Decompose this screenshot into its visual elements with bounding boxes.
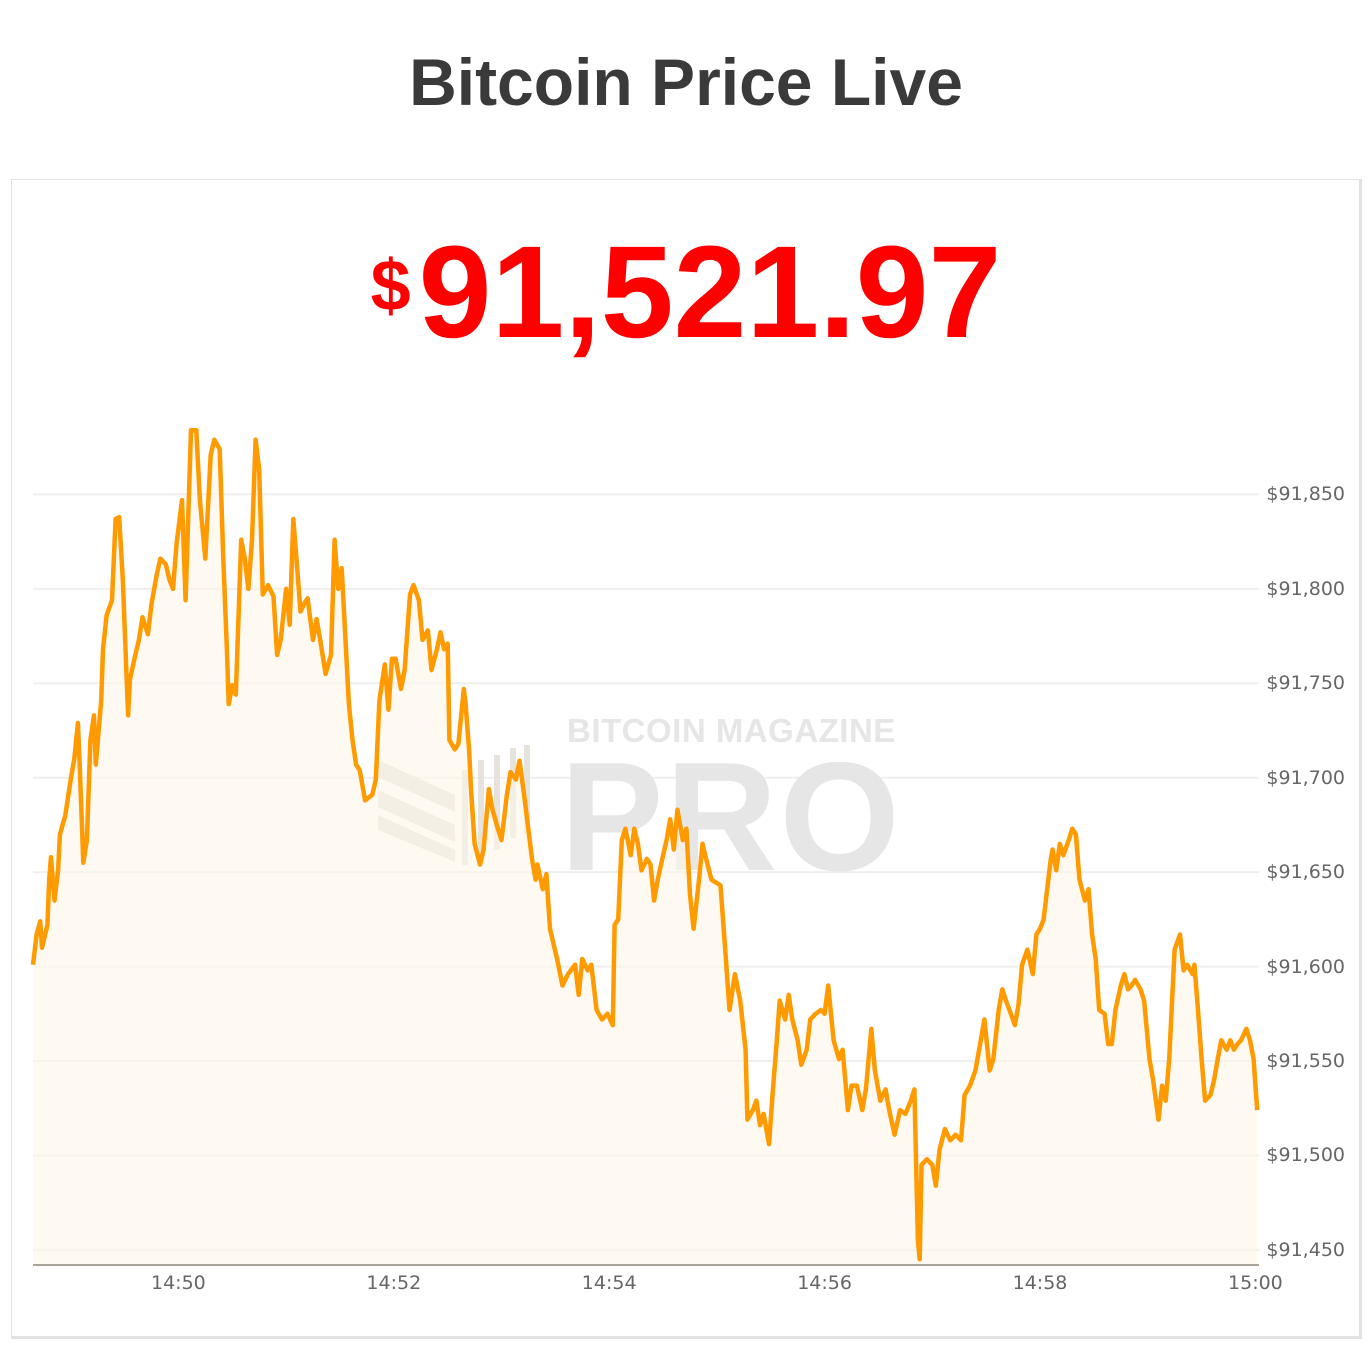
y-tick-label: $91,500 xyxy=(1266,1144,1345,1167)
y-tick-label: $91,750 xyxy=(1266,672,1345,695)
price-value: 91,521.97 xyxy=(418,218,1002,365)
page-title: Bitcoin Price Live xyxy=(409,45,963,119)
y-tick-label: $91,650 xyxy=(1266,861,1345,884)
y-tick-label: $91,800 xyxy=(1266,577,1345,600)
series-area xyxy=(33,430,1258,1265)
x-tick-label: 14:54 xyxy=(581,1272,637,1294)
current-price: $ 91,521.97 xyxy=(0,222,1372,362)
watermark-line1: BITCOIN MAGAZINE xyxy=(567,712,896,749)
y-tick-label: $91,550 xyxy=(1266,1050,1345,1073)
currency-symbol: $ xyxy=(370,246,411,326)
y-tick-label: $91,600 xyxy=(1266,955,1345,978)
x-tick-label: 15:00 xyxy=(1228,1272,1283,1294)
x-tick-label: 14:50 xyxy=(151,1272,206,1294)
watermark-line2: PRO xyxy=(560,730,902,903)
series-line xyxy=(30,427,1260,1262)
x-tick-label: 14:52 xyxy=(366,1272,422,1294)
x-tick-label: 14:56 xyxy=(797,1272,852,1294)
x-tick-label: 14:58 xyxy=(1012,1272,1068,1294)
y-tick-label: $91,450 xyxy=(1266,1238,1345,1261)
y-tick-label: $91,700 xyxy=(1266,766,1345,789)
y-tick-label: $91,850 xyxy=(1266,483,1345,506)
